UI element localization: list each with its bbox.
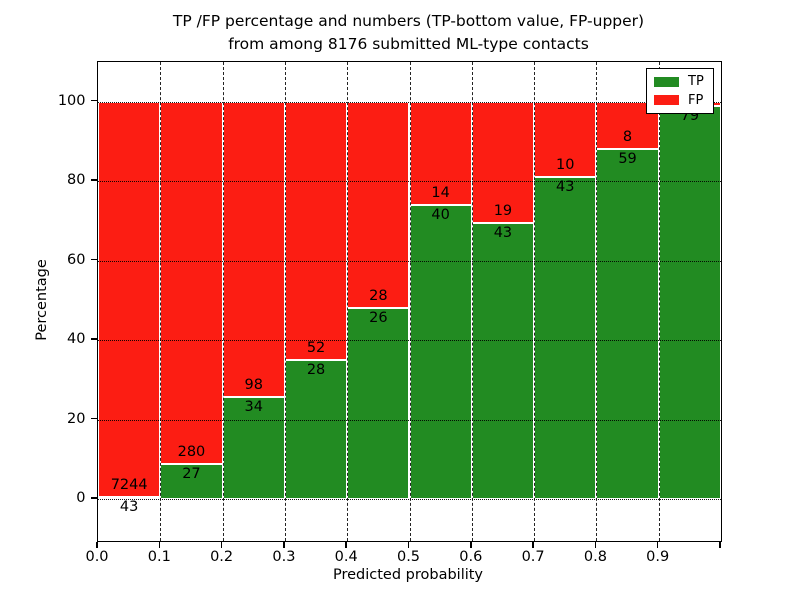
legend-label-fp: FP [688,92,704,108]
y-tick-label: 80 [67,172,86,188]
bar-segment-fp-6 [471,101,535,224]
bar-segment-fp-0 [98,101,161,497]
vertical-gridline [409,62,411,541]
x-tick-label: 0.2 [210,549,234,565]
tp-count-label: 59 [618,150,637,167]
horizontal-gridline [98,419,721,421]
x-axis-label: Predicted probability [332,567,484,583]
bar-segment-tp-5 [409,204,472,499]
fp-count-label: 28 [369,287,388,304]
x-tick-label: 0.7 [521,549,545,565]
legend: TP FP [646,68,714,114]
y-tick-label: 100 [57,92,86,109]
bar-segment-fp-1 [160,101,223,465]
y-tick-mark [90,338,97,340]
x-tick-mark [283,541,285,548]
legend-item-fp: FP [654,93,706,108]
fp-count-label: 14 [431,184,450,201]
horizontal-gridline [98,499,721,500]
fp-count-label: 19 [493,203,513,220]
fp-count-label: 7244 [110,476,148,493]
x-tick-label: 0.6 [459,549,483,565]
fp-count-label: 8 [622,128,633,145]
bar-segment-tp-9 [658,106,721,499]
y-axis-label: Percentage [34,259,50,341]
tp-count-label: 27 [182,466,201,483]
x-tick-mark [96,541,98,548]
y-tick-label: 40 [67,331,86,347]
bar-segment-tp-4 [347,307,410,499]
fp-count-label: 98 [244,376,263,393]
tp-count-label: 34 [244,398,263,415]
bar-segment-tp-1 [160,464,223,499]
fp-swatch-icon [654,95,679,106]
bar-segment-tp-8 [596,148,659,499]
chart-title-line1: TP /FP percentage and numbers (TP-bottom… [172,12,645,30]
y-tick-mark [90,99,97,102]
vertical-gridline [160,62,162,541]
bar-segment-fp-4 [347,101,410,308]
x-tick-mark [407,541,410,548]
y-tick-mark [90,258,97,261]
horizontal-gridline [98,340,721,341]
x-tick-label: 0.0 [85,549,109,565]
y-tick-label: 20 [67,410,86,427]
tp-count-label: 40 [431,206,450,223]
x-tick-label: 0.1 [147,549,171,565]
vertical-gridline [347,62,349,541]
y-tick-mark [90,179,97,181]
y-tick-label: 0 [76,490,86,506]
bar-segment-tp-7 [534,176,597,499]
bar-segment-fp-3 [284,101,348,360]
chart-title-line2: from among 8176 submitted ML-type contac… [228,35,589,53]
horizontal-gridline [98,260,721,262]
x-tick-mark [594,541,597,548]
horizontal-gridline [98,101,721,103]
x-tick-mark [719,541,721,548]
plot-area: 7244432802798345228282614401943104385917… [97,61,722,542]
fp-count-label: 280 [177,444,206,461]
vertical-gridline [222,62,224,541]
bar-segment-fp-2 [222,101,285,397]
fp-count-label: 10 [556,156,575,173]
vertical-gridline [596,62,598,541]
legend-item-tp: TP [654,74,706,89]
x-tick-label: 0.4 [334,549,358,565]
x-tick-mark [470,541,472,548]
vertical-gridline [284,62,286,541]
tp-swatch-icon [654,76,679,87]
y-tick-label: 60 [67,251,86,268]
x-tick-label: 0.3 [272,549,296,565]
horizontal-gridline [98,181,721,182]
tp-count-label: 28 [306,361,326,378]
x-tick-mark [656,541,659,548]
x-tick-mark [158,541,161,548]
tp-count-label: 26 [369,309,388,326]
bar-segment-tp-3 [284,359,348,499]
legend-label-tp: TP [688,74,704,90]
bar-segment-tp-6 [471,223,535,499]
x-tick-mark [220,541,223,548]
bar-segment-tp-0 [98,496,161,499]
tp-count-label: 43 [556,178,575,195]
y-tick-mark [90,497,97,499]
x-tick-label: 0.9 [646,549,670,565]
x-tick-mark [345,541,347,548]
y-tick-mark [90,417,97,420]
chart-title: TP /FP percentage and numbers (TP-bottom… [97,10,720,56]
x-tick-mark [532,541,534,548]
x-tick-label: 0.5 [396,549,421,565]
x-tick-label: 0.8 [583,549,607,565]
tp-count-label: 43 [119,498,139,515]
vertical-gridline [658,62,660,541]
tp-count-label: 43 [493,225,513,242]
vertical-gridline [534,62,536,541]
fp-count-label: 52 [306,339,326,356]
vertical-gridline [471,62,473,541]
